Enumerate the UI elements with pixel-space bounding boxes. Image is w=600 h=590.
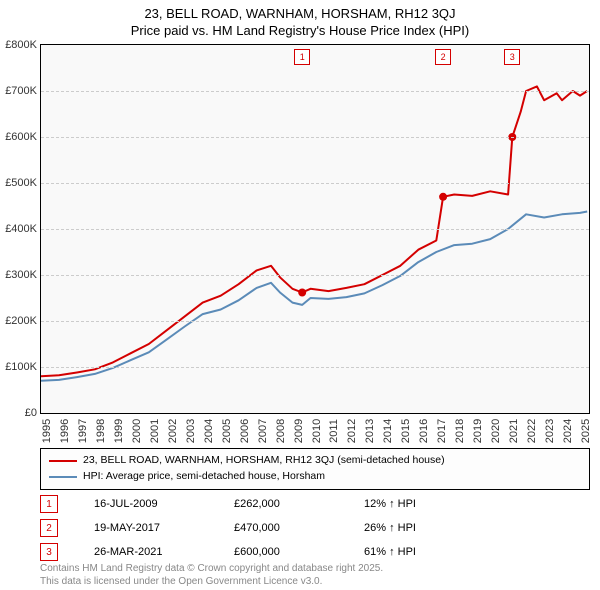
- sale-date: 26-MAR-2021: [94, 546, 234, 558]
- y-tick-label: £0: [25, 407, 37, 419]
- footer-line2: This data is licensed under the Open Gov…: [40, 576, 590, 589]
- y-tick-label: £800K: [5, 39, 37, 51]
- legend-label: 23, BELL ROAD, WARNHAM, HORSHAM, RH12 3Q…: [83, 453, 445, 469]
- x-tick-label: 2004: [203, 419, 215, 443]
- x-tick-label: 2018: [454, 419, 466, 443]
- legend-swatch: [49, 460, 77, 462]
- sale-row: 1 16-JUL-2009£262,00012% ↑ HPI: [40, 492, 590, 516]
- x-tick-label: 2002: [167, 419, 179, 443]
- y-tick-label: £200K: [5, 315, 37, 327]
- x-tick-label: 1999: [113, 419, 125, 443]
- footer-line1: Contains HM Land Registry data © Crown c…: [40, 563, 590, 576]
- x-tick-label: 2017: [436, 419, 448, 443]
- x-tick-label: 2006: [239, 419, 251, 443]
- x-tick-label: 2020: [490, 419, 502, 443]
- sale-number-box: 3: [40, 543, 58, 561]
- gridline-h: [41, 229, 589, 230]
- gridline-h: [41, 321, 589, 322]
- x-tick-label: 1998: [95, 419, 107, 443]
- chart-title: 23, BELL ROAD, WARNHAM, HORSHAM, RH12 3Q…: [0, 0, 600, 40]
- x-tick-label: 2015: [400, 419, 412, 443]
- gridline-h: [41, 137, 589, 138]
- sale-date: 16-JUL-2009: [94, 498, 234, 510]
- x-tick-label: 2001: [149, 419, 161, 443]
- gridline-h: [41, 275, 589, 276]
- sale-marker-dot: [439, 193, 447, 201]
- y-tick-label: £400K: [5, 223, 37, 235]
- y-tick-label: £600K: [5, 131, 37, 143]
- sale-price: £470,000: [234, 522, 364, 534]
- x-tick-label: 2016: [418, 419, 430, 443]
- footer-attribution: Contains HM Land Registry data © Crown c…: [40, 563, 590, 588]
- y-tick-label: £700K: [5, 85, 37, 97]
- x-tick-label: 2011: [328, 419, 340, 443]
- x-tick-label: 1996: [59, 419, 71, 443]
- sale-marker-number: 3: [504, 49, 520, 65]
- legend-box: 23, BELL ROAD, WARNHAM, HORSHAM, RH12 3Q…: [40, 448, 590, 490]
- x-tick-label: 2003: [185, 419, 197, 443]
- sale-marker-dot: [298, 289, 306, 297]
- sale-vs-hpi: 61% ↑ HPI: [364, 546, 590, 558]
- x-tick-label: 2005: [221, 419, 233, 443]
- chart-plot-area: £0£100K£200K£300K£400K£500K£600K£700K£80…: [40, 44, 590, 414]
- sale-row: 2 19-MAY-2017£470,00026% ↑ HPI: [40, 516, 590, 540]
- x-tick-label: 2024: [562, 419, 574, 443]
- title-line2: Price paid vs. HM Land Registry's House …: [0, 23, 600, 40]
- x-tick-label: 2013: [364, 419, 376, 443]
- x-tick-label: 2014: [382, 419, 394, 443]
- gridline-h: [41, 367, 589, 368]
- x-tick-label: 1995: [41, 419, 53, 443]
- x-tick-label: 1997: [77, 419, 89, 443]
- sale-number-box: 2: [40, 519, 58, 537]
- x-tick-label: 2000: [131, 419, 143, 443]
- x-tick-label: 2025: [580, 419, 592, 443]
- y-tick-label: £500K: [5, 177, 37, 189]
- x-tick-label: 2021: [508, 419, 520, 443]
- legend-item: 23, BELL ROAD, WARNHAM, HORSHAM, RH12 3Q…: [49, 453, 581, 469]
- y-tick-label: £300K: [5, 269, 37, 281]
- x-tick-label: 2023: [544, 419, 556, 443]
- gridline-h: [41, 91, 589, 92]
- x-tick-label: 2010: [311, 419, 323, 443]
- y-tick-label: £100K: [5, 361, 37, 373]
- sale-price: £262,000: [234, 498, 364, 510]
- sale-price: £600,000: [234, 546, 364, 558]
- sale-vs-hpi: 12% ↑ HPI: [364, 498, 590, 510]
- series-hpi: [41, 212, 587, 381]
- x-tick-label: 2009: [293, 419, 305, 443]
- sale-marker-number: 2: [435, 49, 451, 65]
- sale-marker-number: 1: [294, 49, 310, 65]
- legend-item: HPI: Average price, semi-detached house,…: [49, 469, 581, 485]
- gridline-h: [41, 183, 589, 184]
- title-line1: 23, BELL ROAD, WARNHAM, HORSHAM, RH12 3Q…: [0, 6, 600, 23]
- sales-table: 1 16-JUL-2009£262,00012% ↑ HPI 2 19-MAY-201…: [40, 492, 590, 564]
- sale-number-box: 1: [40, 495, 58, 513]
- x-tick-label: 2007: [257, 419, 269, 443]
- x-tick-label: 2012: [346, 419, 358, 443]
- x-tick-label: 2008: [275, 419, 287, 443]
- x-tick-label: 2019: [472, 419, 484, 443]
- x-tick-label: 2022: [526, 419, 538, 443]
- sale-vs-hpi: 26% ↑ HPI: [364, 522, 590, 534]
- sale-date: 19-MAY-2017: [94, 522, 234, 534]
- legend-label: HPI: Average price, semi-detached house,…: [83, 469, 325, 485]
- sale-row: 3 26-MAR-2021£600,00061% ↑ HPI: [40, 540, 590, 564]
- legend-swatch: [49, 476, 77, 478]
